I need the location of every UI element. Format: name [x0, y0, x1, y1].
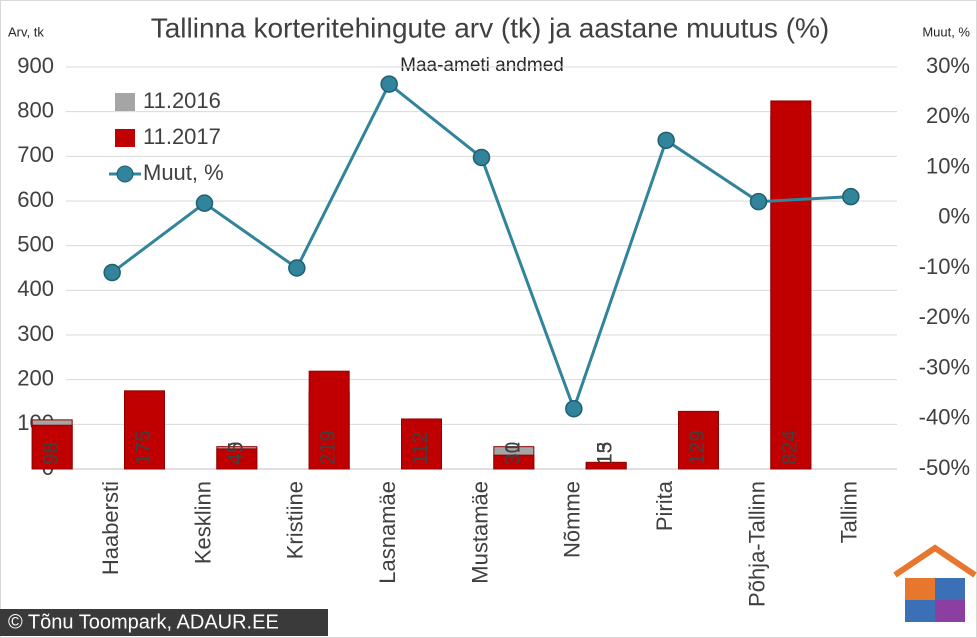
line-marker [842, 187, 860, 206]
bar [31, 424, 73, 470]
y-tick-label: 500 [17, 231, 54, 256]
footer: © Tõnu Toompark, ADAUR.EE [8, 611, 279, 633]
data-label: 98 [40, 442, 63, 465]
data-label: 175 [132, 430, 155, 465]
legend-marker [116, 165, 134, 183]
line-marker [472, 148, 491, 167]
y-tick-label: 900 [17, 53, 54, 78]
bar [401, 418, 442, 470]
x-tick-label: Haabersti [98, 481, 123, 575]
x-tick-label: Mustamäe [467, 481, 492, 584]
line-marker [565, 399, 583, 418]
bar [770, 100, 812, 470]
x-tick-label: Põhja-Tallinn [744, 481, 769, 607]
y-tick-label: 300 [17, 321, 54, 346]
bar [308, 370, 350, 470]
y2-tick-label: 20% [926, 103, 970, 128]
bar [678, 410, 719, 470]
x-tick-label: Nõmme [560, 481, 585, 558]
y-tick-label: 800 [17, 97, 54, 122]
x-tick-label: Pirita [652, 480, 677, 531]
y-tick-label: 400 [17, 276, 54, 301]
line-marker [380, 75, 398, 93]
y2-axis-title: Muut, % [922, 24, 970, 39]
line-marker [749, 192, 768, 211]
legend-label: 11.2017 [143, 124, 221, 149]
legend-label: 11.2016 [143, 88, 221, 113]
y2-tick-label: -40% [919, 405, 970, 430]
y2-tick-label: -30% [919, 354, 970, 379]
line-marker [288, 259, 306, 277]
x-tick-label: Kristiine [283, 481, 308, 559]
data-label: 824 [778, 430, 801, 465]
logo [893, 544, 977, 622]
y2-tick-label: -10% [919, 254, 970, 279]
x-tick-label: Tallinn [837, 481, 862, 543]
y-axis-title: Arv, tk [8, 24, 44, 39]
legend-label: Muut, % [143, 160, 224, 185]
bar [124, 390, 165, 470]
data-label: 15 [594, 442, 617, 465]
bar [493, 454, 535, 470]
data-label: 45 [224, 442, 247, 465]
bar [585, 461, 627, 470]
y2-tick-label: 10% [926, 153, 970, 178]
y-tick-label: 700 [17, 142, 54, 167]
data-label: 31 [501, 442, 524, 465]
line-marker [195, 194, 214, 212]
y-tick-label: 600 [17, 187, 54, 212]
chart-title: Tallinna korteritehingute arv (tk) ja aa… [151, 12, 830, 43]
bar [216, 448, 258, 470]
legend-swatch [115, 129, 135, 147]
y2-tick-label: -20% [919, 304, 970, 329]
data-label: 219 [317, 430, 340, 465]
data-label: 112 [409, 432, 432, 465]
legend-swatch [115, 93, 135, 111]
y2-tick-label: 30% [926, 53, 970, 78]
chart-subtitle: Maa-ameti andmed [400, 55, 564, 76]
line-marker [657, 131, 675, 150]
data-label: 129 [686, 430, 709, 465]
footer-bg [0, 609, 328, 636]
x-tick-label: Kesklinn [190, 481, 215, 564]
y-tick-label: 200 [17, 365, 54, 390]
y2-tick-label: -50% [919, 455, 970, 480]
y2-tick-label: 0% [938, 204, 970, 229]
line-marker [103, 263, 121, 282]
x-tick-label: Lasnamäe [375, 481, 400, 584]
data-label: 13 [594, 442, 617, 465]
